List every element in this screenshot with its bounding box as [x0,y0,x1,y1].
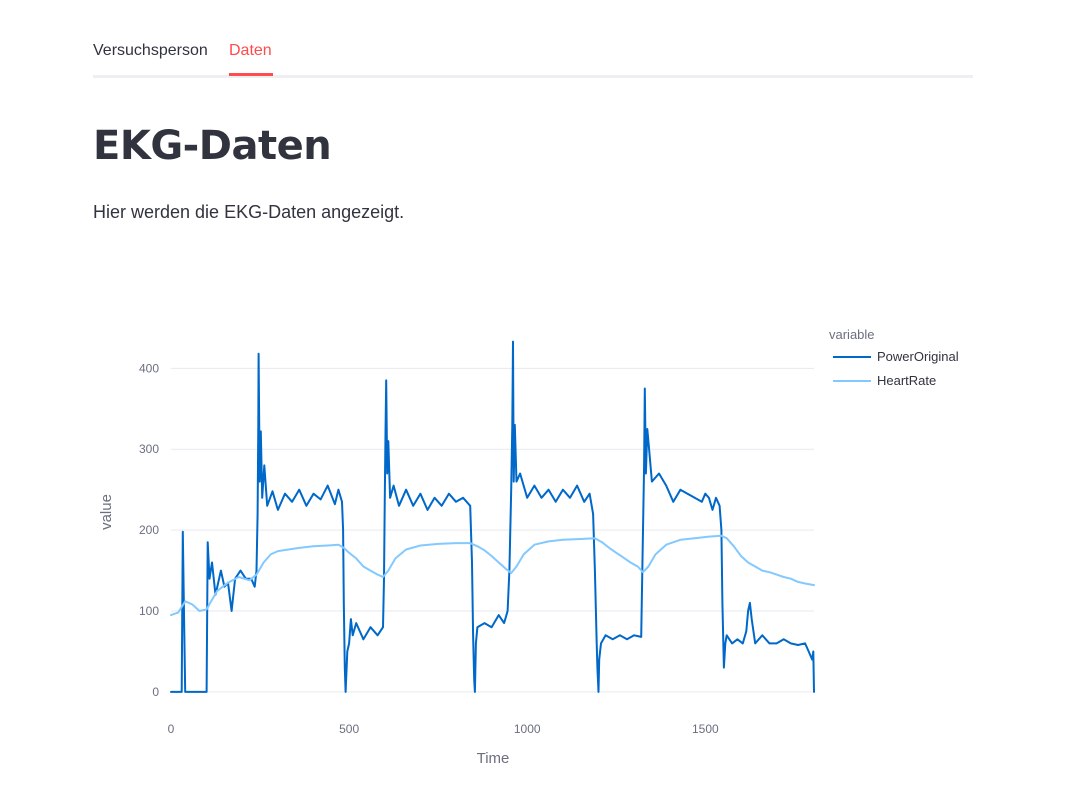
tab-daten[interactable]: Daten [229,42,272,59]
tab-bar: Versuchsperson Daten [93,0,973,78]
y-tick-label: 300 [139,442,159,456]
x-tick-label: 1500 [692,722,719,736]
x-tick-labels: 0 500 1000 1500 [168,722,719,736]
page-description: Hier werden die EKG-Daten angezeigt. [93,202,405,222]
grid-lines [171,367,814,693]
tab-versuchsperson[interactable]: Versuchsperson [93,42,208,59]
x-tick-label: 1000 [514,722,541,736]
x-tick-label: 500 [339,722,359,736]
page-title: EKG-Daten [93,123,332,169]
active-tab-indicator [229,73,273,76]
y-tick-label: 400 [139,361,159,375]
y-tick-labels: 0 100 200 300 400 [139,361,159,699]
x-tick-label: 0 [168,722,175,736]
legend-label-poweroriginal[interactable]: PowerOriginal [877,349,959,364]
legend-label-heartrate[interactable]: HeartRate [877,373,936,388]
legend[interactable]: variable PowerOriginal HeartRate [829,327,959,388]
series-line-heartrate[interactable] [170,534,815,617]
y-tick-label: 100 [139,604,159,618]
y-axis-title: value [98,494,115,530]
series-lines [170,340,815,693]
legend-title: variable [829,327,875,342]
x-axis-title: Time [477,750,510,767]
y-tick-label: 200 [139,523,159,537]
series-line-poweroriginal[interactable] [170,340,815,693]
y-tick-label: 0 [152,685,159,699]
